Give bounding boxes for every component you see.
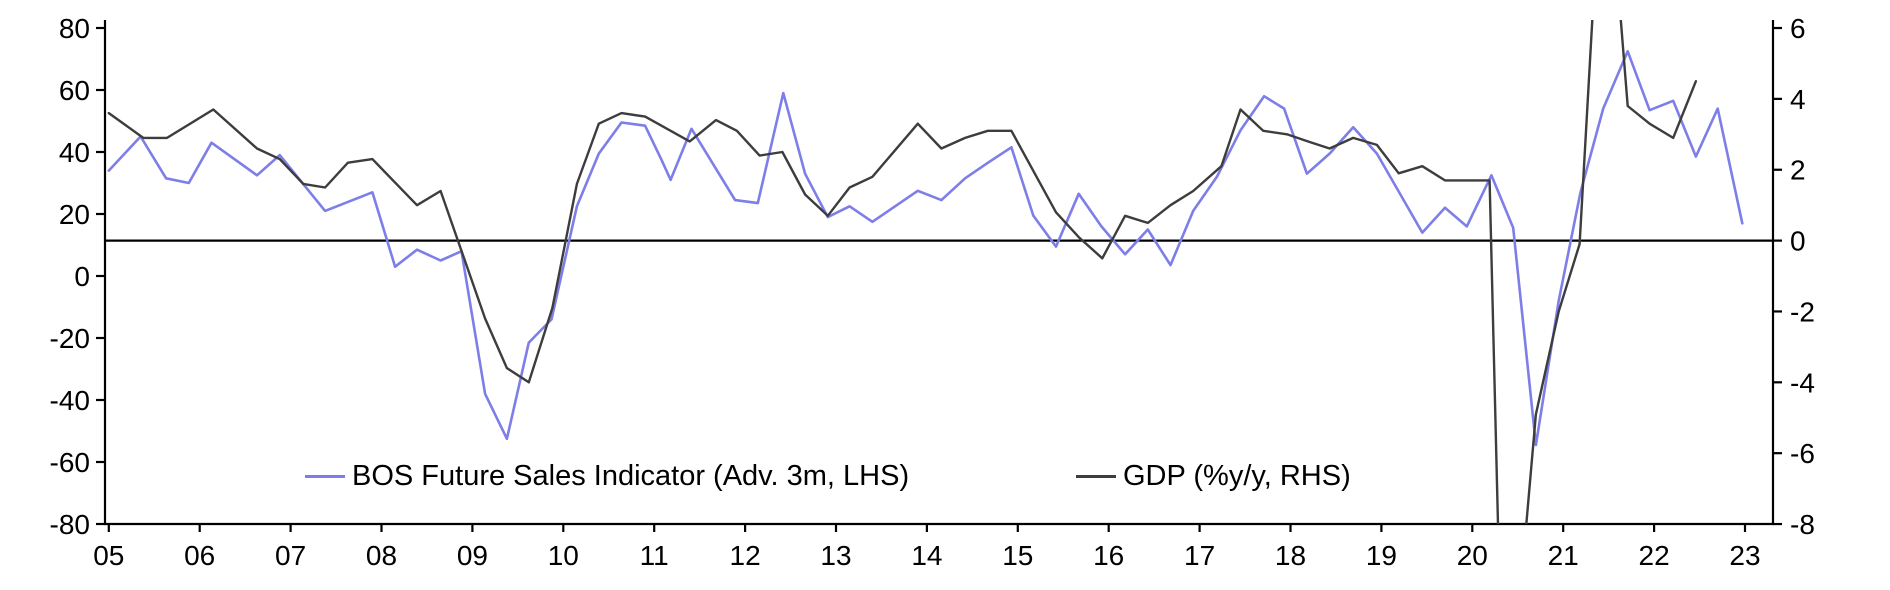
right-axis-tick-label: 6 <box>1790 13 1806 44</box>
bos-legend-label: BOS Future Sales Indicator (Adv. 3m, LHS… <box>352 460 910 492</box>
gdp-legend-label: GDP (%y/y, RHS) <box>1123 460 1351 492</box>
x-axis-tick-label: 16 <box>1093 540 1124 571</box>
x-axis-tick-label: 15 <box>1002 540 1033 571</box>
x-axis-tick-label: 10 <box>548 540 579 571</box>
left-axis-tick-label: -60 <box>50 447 90 478</box>
x-axis-tick-label: 12 <box>730 540 761 571</box>
legend-item-gdp: GDP (%y/y, RHS) <box>1076 461 1351 491</box>
gdp-line <box>107 20 1698 524</box>
right-axis-tick-label: -4 <box>1790 367 1815 398</box>
gdp-line-swatch-icon <box>1076 474 1116 478</box>
left-axis-tick-label: -80 <box>50 509 90 540</box>
x-axis-tick-label: 17 <box>1184 540 1215 571</box>
series-lines <box>107 20 1744 524</box>
left-axis-tick-label: -40 <box>50 385 90 416</box>
left-axis-tick-label: 0 <box>74 261 90 292</box>
x-axis-tick-label: 11 <box>640 540 669 571</box>
right-axis-tick-label: -8 <box>1790 509 1815 540</box>
x-axis-tick-label: 07 <box>275 540 306 571</box>
left-axis-tick-label: -20 <box>50 323 90 354</box>
right-axis-tick-label: 4 <box>1790 84 1806 115</box>
bos-line <box>107 49 1744 447</box>
x-axis-tick-label: 18 <box>1275 540 1306 571</box>
x-axis-tick-label: 23 <box>1729 540 1760 571</box>
x-axis-tick-label: 22 <box>1639 540 1670 571</box>
x-axis-tick-label: 09 <box>457 540 488 571</box>
right-axis-tick-label: 2 <box>1790 155 1806 186</box>
x-axis-tick-label: 20 <box>1457 540 1488 571</box>
right-axis-tick-label: -2 <box>1790 296 1815 327</box>
x-axis-tick-label: 05 <box>93 540 124 571</box>
right-axis-tick-label: -6 <box>1790 438 1815 469</box>
left-axis-tick-label: 60 <box>59 75 90 106</box>
x-axis-tick-label: 21 <box>1548 540 1579 571</box>
x-axis-tick-label: 19 <box>1366 540 1397 571</box>
bos-line-swatch-icon <box>305 474 345 478</box>
legend-item-bos: BOS Future Sales Indicator (Adv. 3m, LHS… <box>305 461 909 491</box>
x-axis-tick-label: 13 <box>820 540 851 571</box>
left-axis-tick-label: 80 <box>59 13 90 44</box>
left-axis-tick-label: 40 <box>59 137 90 168</box>
right-axis-tick-label: 0 <box>1790 226 1806 257</box>
left-axis-tick-label: 20 <box>59 199 90 230</box>
x-axis-tick-label: 06 <box>184 540 215 571</box>
x-axis-tick-label: 14 <box>911 540 942 571</box>
x-axis-tick-label: 08 <box>366 540 397 571</box>
